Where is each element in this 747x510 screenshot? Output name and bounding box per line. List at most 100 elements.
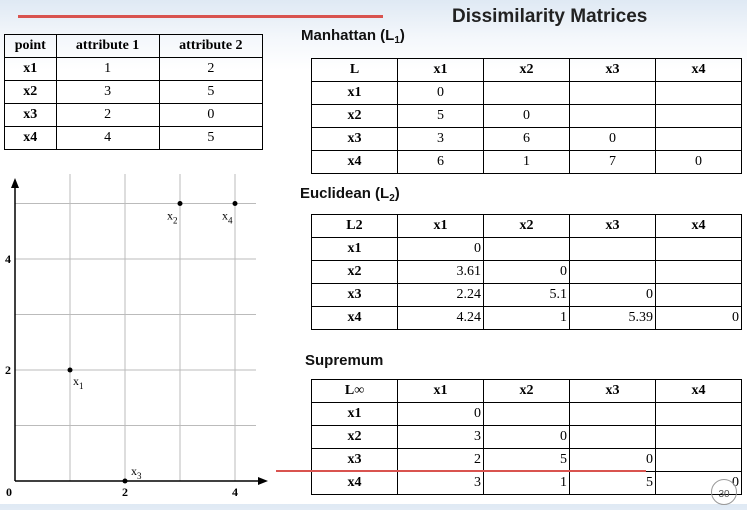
slide-title: Dissimilarity Matrices [452, 6, 648, 27]
table-row: x3 2 0 [4, 103, 264, 127]
euclidean-caption-end: ) [394, 185, 400, 202]
table-cell [655, 448, 742, 472]
row-label: x4 [311, 150, 398, 174]
table-row: x1 0 [311, 81, 742, 105]
col-header: x2 [483, 379, 571, 403]
corner-label: L∞ [310, 379, 399, 403]
table-row: x2 5 0 [311, 104, 742, 128]
table-cell [483, 81, 570, 105]
title-accent-line [18, 15, 383, 18]
y-tick-label: 4 [5, 252, 11, 266]
table-cell: 1 [483, 471, 571, 495]
table-cell: 4.24 [396, 306, 485, 330]
table-row: x4 6 1 7 0 [311, 150, 742, 174]
table-cell: 0 [158, 103, 264, 127]
table-cell: 6 [397, 150, 484, 174]
data-point [232, 201, 238, 206]
page-number: 30 [711, 479, 737, 505]
table-cell [655, 402, 742, 426]
table-cell: 2.24 [396, 283, 485, 307]
table-cell [655, 127, 742, 151]
table-cell [569, 81, 656, 105]
table-cell: 3 [55, 80, 160, 104]
row-label: x3 [311, 127, 398, 151]
table-cell [655, 237, 742, 261]
table-row: x1 1 2 [4, 57, 264, 81]
manhattan-header-row: L x1 x2 x3 x4 [311, 58, 742, 82]
col-header: x1 [397, 58, 484, 82]
col-header: x4 [655, 214, 742, 238]
supremum-table: L∞ x1 x2 x3 x4 x1 0 x2 3 0 x3 2 5 0 x4 3… [310, 379, 742, 495]
euclidean-caption-text: Euclidean (L [300, 185, 390, 202]
table-row: x4 3 1 5 0 [310, 471, 742, 495]
manhattan-caption-sub: 1 [394, 35, 400, 46]
table-cell [483, 402, 571, 426]
table-cell: 0 [396, 237, 485, 261]
table-cell: 0 [569, 127, 656, 151]
point-label-sub: 4 [228, 216, 233, 226]
row-label: x2 [311, 260, 398, 284]
x-tick-label: 4 [232, 485, 238, 499]
table-cell: 2 [158, 57, 264, 81]
table-row: x3 2.24 5.1 0 [311, 283, 742, 307]
table-cell: 1 [483, 306, 570, 330]
table-cell: 1 [483, 150, 570, 174]
data-point [122, 478, 128, 484]
row-label: x1 [310, 402, 399, 426]
annotation-line [276, 470, 646, 472]
table-cell [655, 81, 742, 105]
table-cell [483, 237, 570, 261]
table-cell: 1 [55, 57, 160, 81]
table-cell: 0 [655, 150, 742, 174]
row-label: x1 [4, 57, 57, 81]
table-row: x4 4.24 1 5.39 0 [311, 306, 742, 330]
table-row: x2 3 5 [4, 80, 264, 104]
point-label: x4 [222, 209, 233, 226]
col-header: x1 [397, 379, 485, 403]
euclidean-caption-sub: 2 [389, 193, 395, 204]
table-cell [655, 104, 742, 128]
table-cell: 0 [483, 260, 570, 284]
table-cell: 3 [397, 425, 485, 449]
table-cell: 3.61 [396, 260, 485, 284]
table-cell: 0 [569, 448, 656, 472]
points-header-row: point attribute 1 attribute 2 [4, 34, 264, 58]
col-header: x2 [483, 58, 570, 82]
table-row: x3 3 6 0 [311, 127, 742, 151]
table-cell: 2 [55, 103, 160, 127]
table-cell: 0 [397, 81, 484, 105]
header-point: point [4, 34, 57, 58]
supremum-header-row: L∞ x1 x2 x3 x4 [310, 379, 742, 403]
row-label: x4 [311, 306, 398, 330]
table-cell: 4 [55, 126, 160, 150]
table-cell: 5 [569, 471, 656, 495]
scatter-plot: 0 2 4 2 4 x1 x2 x3 x4 [5, 174, 268, 499]
data-point [177, 201, 183, 206]
corner-label: L2 [311, 214, 398, 238]
table-cell: 5 [158, 80, 264, 104]
col-header: x4 [655, 58, 742, 82]
table-cell: 5 [483, 448, 571, 472]
row-label: x2 [310, 425, 399, 449]
x-tick-label: 2 [122, 485, 128, 499]
corner-label: L [311, 58, 398, 82]
point-label-sub: 1 [79, 381, 84, 391]
row-label: x2 [311, 104, 398, 128]
col-header: x3 [569, 379, 656, 403]
row-label: x1 [311, 81, 398, 105]
point-label: x3 [131, 464, 142, 481]
euclidean-header-row: L2 x1 x2 x3 x4 [311, 214, 742, 238]
manhattan-caption: Manhattan (L1) [301, 27, 405, 46]
point-label: x2 [167, 209, 178, 226]
table-cell [569, 402, 656, 426]
table-cell [655, 260, 742, 284]
table-cell: 5.39 [568, 306, 657, 330]
x-tick-label: 0 [6, 485, 12, 499]
table-cell: 0 [655, 306, 742, 330]
table-cell [568, 237, 657, 261]
table-cell: 5 [397, 104, 484, 128]
point-label-sub: 2 [173, 216, 178, 226]
col-header: x3 [569, 58, 656, 82]
table-cell: 2 [397, 448, 485, 472]
x-axis-arrow [258, 477, 268, 485]
